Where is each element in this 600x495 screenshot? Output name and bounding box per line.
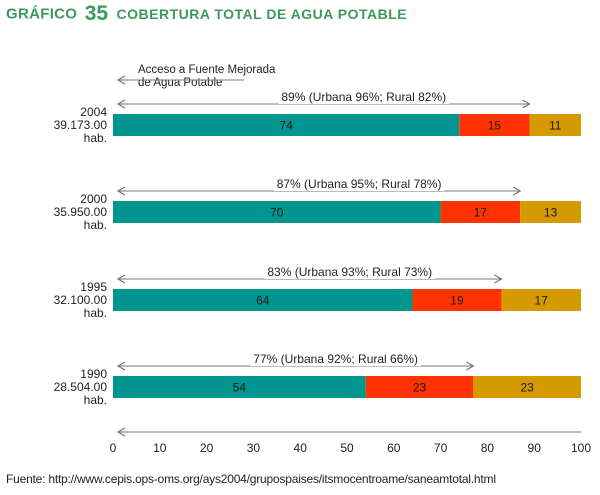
bar-value-1990-1: 54 xyxy=(233,381,247,395)
access-arrow-1995-head-right xyxy=(494,274,503,284)
bar-segment-1990-3 xyxy=(473,376,581,398)
x-tick-100: 100 xyxy=(571,441,591,455)
row-unit-2000: hab. xyxy=(84,218,107,232)
row-unit-1990: hab. xyxy=(84,393,107,407)
access-label-bg-1995 xyxy=(264,265,436,279)
x-tick-90: 90 xyxy=(528,441,542,455)
access-label-1995: 83% (Urbana 93%; Rural 73%) xyxy=(267,265,432,279)
row-year-2000: 2000 xyxy=(80,192,107,206)
legend-note-line-2: de Agua Potable xyxy=(138,77,222,89)
title-label: GRÁFICO xyxy=(6,5,78,23)
access-label-2000: 87% (Urbana 95%; Rural 78%) xyxy=(277,177,442,191)
access-label-1990: 77% (Urbana 92%; Rural 66%) xyxy=(253,352,418,366)
bar-value-2000-2: 17 xyxy=(474,206,488,220)
source-note: Fuente: http://www.cepis.ops-oms.org/ays… xyxy=(6,472,496,486)
x-tick-20: 20 xyxy=(200,441,214,455)
bar-segment-2004-1 xyxy=(113,114,460,136)
bar-value-1995-1: 64 xyxy=(256,294,270,308)
bar-segment-2000-1 xyxy=(113,201,441,223)
bar-segment-2000-3 xyxy=(520,201,581,223)
x-tick-60: 60 xyxy=(387,441,401,455)
legend-note-arrow-head-left xyxy=(116,75,126,85)
access-arrow-2004-head-right xyxy=(522,99,531,109)
bar-value-2000-3: 13 xyxy=(544,206,558,220)
title-number: 35 xyxy=(84,2,109,25)
access-arrow-2000-head-right xyxy=(512,186,522,196)
bar-value-2004-3: 11 xyxy=(549,119,562,133)
bar-value-2000-1: 70 xyxy=(270,206,284,220)
row-unit-2004: hab. xyxy=(84,131,107,145)
x-tick-30: 30 xyxy=(247,441,261,455)
row-population-1990: 28.504.00 xyxy=(54,380,108,394)
x-tick-0: 0 xyxy=(110,441,117,455)
access-label-2004: 89% (Urbana 96%; Rural 82%) xyxy=(281,90,446,104)
access-label-bg-2000 xyxy=(273,177,445,191)
bar-value-1990-3: 23 xyxy=(521,381,535,395)
bar-segment-1995-1 xyxy=(113,289,413,311)
access-arrow-1990-head-left xyxy=(116,361,126,371)
access-arrow-2000-head-left xyxy=(116,186,126,196)
access-label-bg-1990 xyxy=(250,352,422,366)
bar-segment-1990-1 xyxy=(113,376,366,398)
title-caption: COBERTURA TOTAL DE AGUA POTABLE xyxy=(116,6,408,22)
bar-value-1995-2: 19 xyxy=(450,294,464,308)
access-arrow-1995-head-left xyxy=(116,274,126,284)
x-axis-arrow-head-left xyxy=(116,427,126,437)
bar-segment-1995-2 xyxy=(412,289,502,311)
chart-title: GRÁFICO 35 COBERTURA TOTAL DE AGUA POTAB… xyxy=(6,2,407,32)
row-population-2000: 35.950.00 xyxy=(54,205,108,219)
bar-value-2004-2: 15 xyxy=(488,119,502,133)
bar-segment-2004-3 xyxy=(529,114,581,136)
legend-note-line-1: Acceso a Fuente Mejorada xyxy=(138,64,276,76)
bar-segment-2000-2 xyxy=(440,201,521,223)
row-year-2004: 2004 xyxy=(80,105,107,119)
row-year-1990: 1990 xyxy=(80,367,107,381)
access-arrow-2004-head-left xyxy=(116,99,126,109)
bar-segment-2004-2 xyxy=(459,114,530,136)
bar-value-2004-1: 74 xyxy=(279,119,293,133)
bar-segment-1990-2 xyxy=(365,376,474,398)
x-tick-70: 70 xyxy=(434,441,448,455)
x-tick-40: 40 xyxy=(294,441,308,455)
row-year-1995: 1995 xyxy=(80,280,107,294)
access-label-bg-2004 xyxy=(278,90,450,104)
bar-value-1990-2: 23 xyxy=(413,381,427,395)
x-tick-10: 10 xyxy=(153,441,167,455)
x-tick-80: 80 xyxy=(481,441,495,455)
row-population-2004: 39.173.00 xyxy=(54,118,108,132)
x-tick-50: 50 xyxy=(340,441,354,455)
row-unit-1995: hab. xyxy=(84,306,107,320)
row-population-1995: 32.100.00 xyxy=(54,293,108,307)
access-arrow-1990-head-right xyxy=(466,361,475,371)
bar-segment-1995-3 xyxy=(501,289,581,311)
bar-value-1995-3: 17 xyxy=(535,294,549,308)
